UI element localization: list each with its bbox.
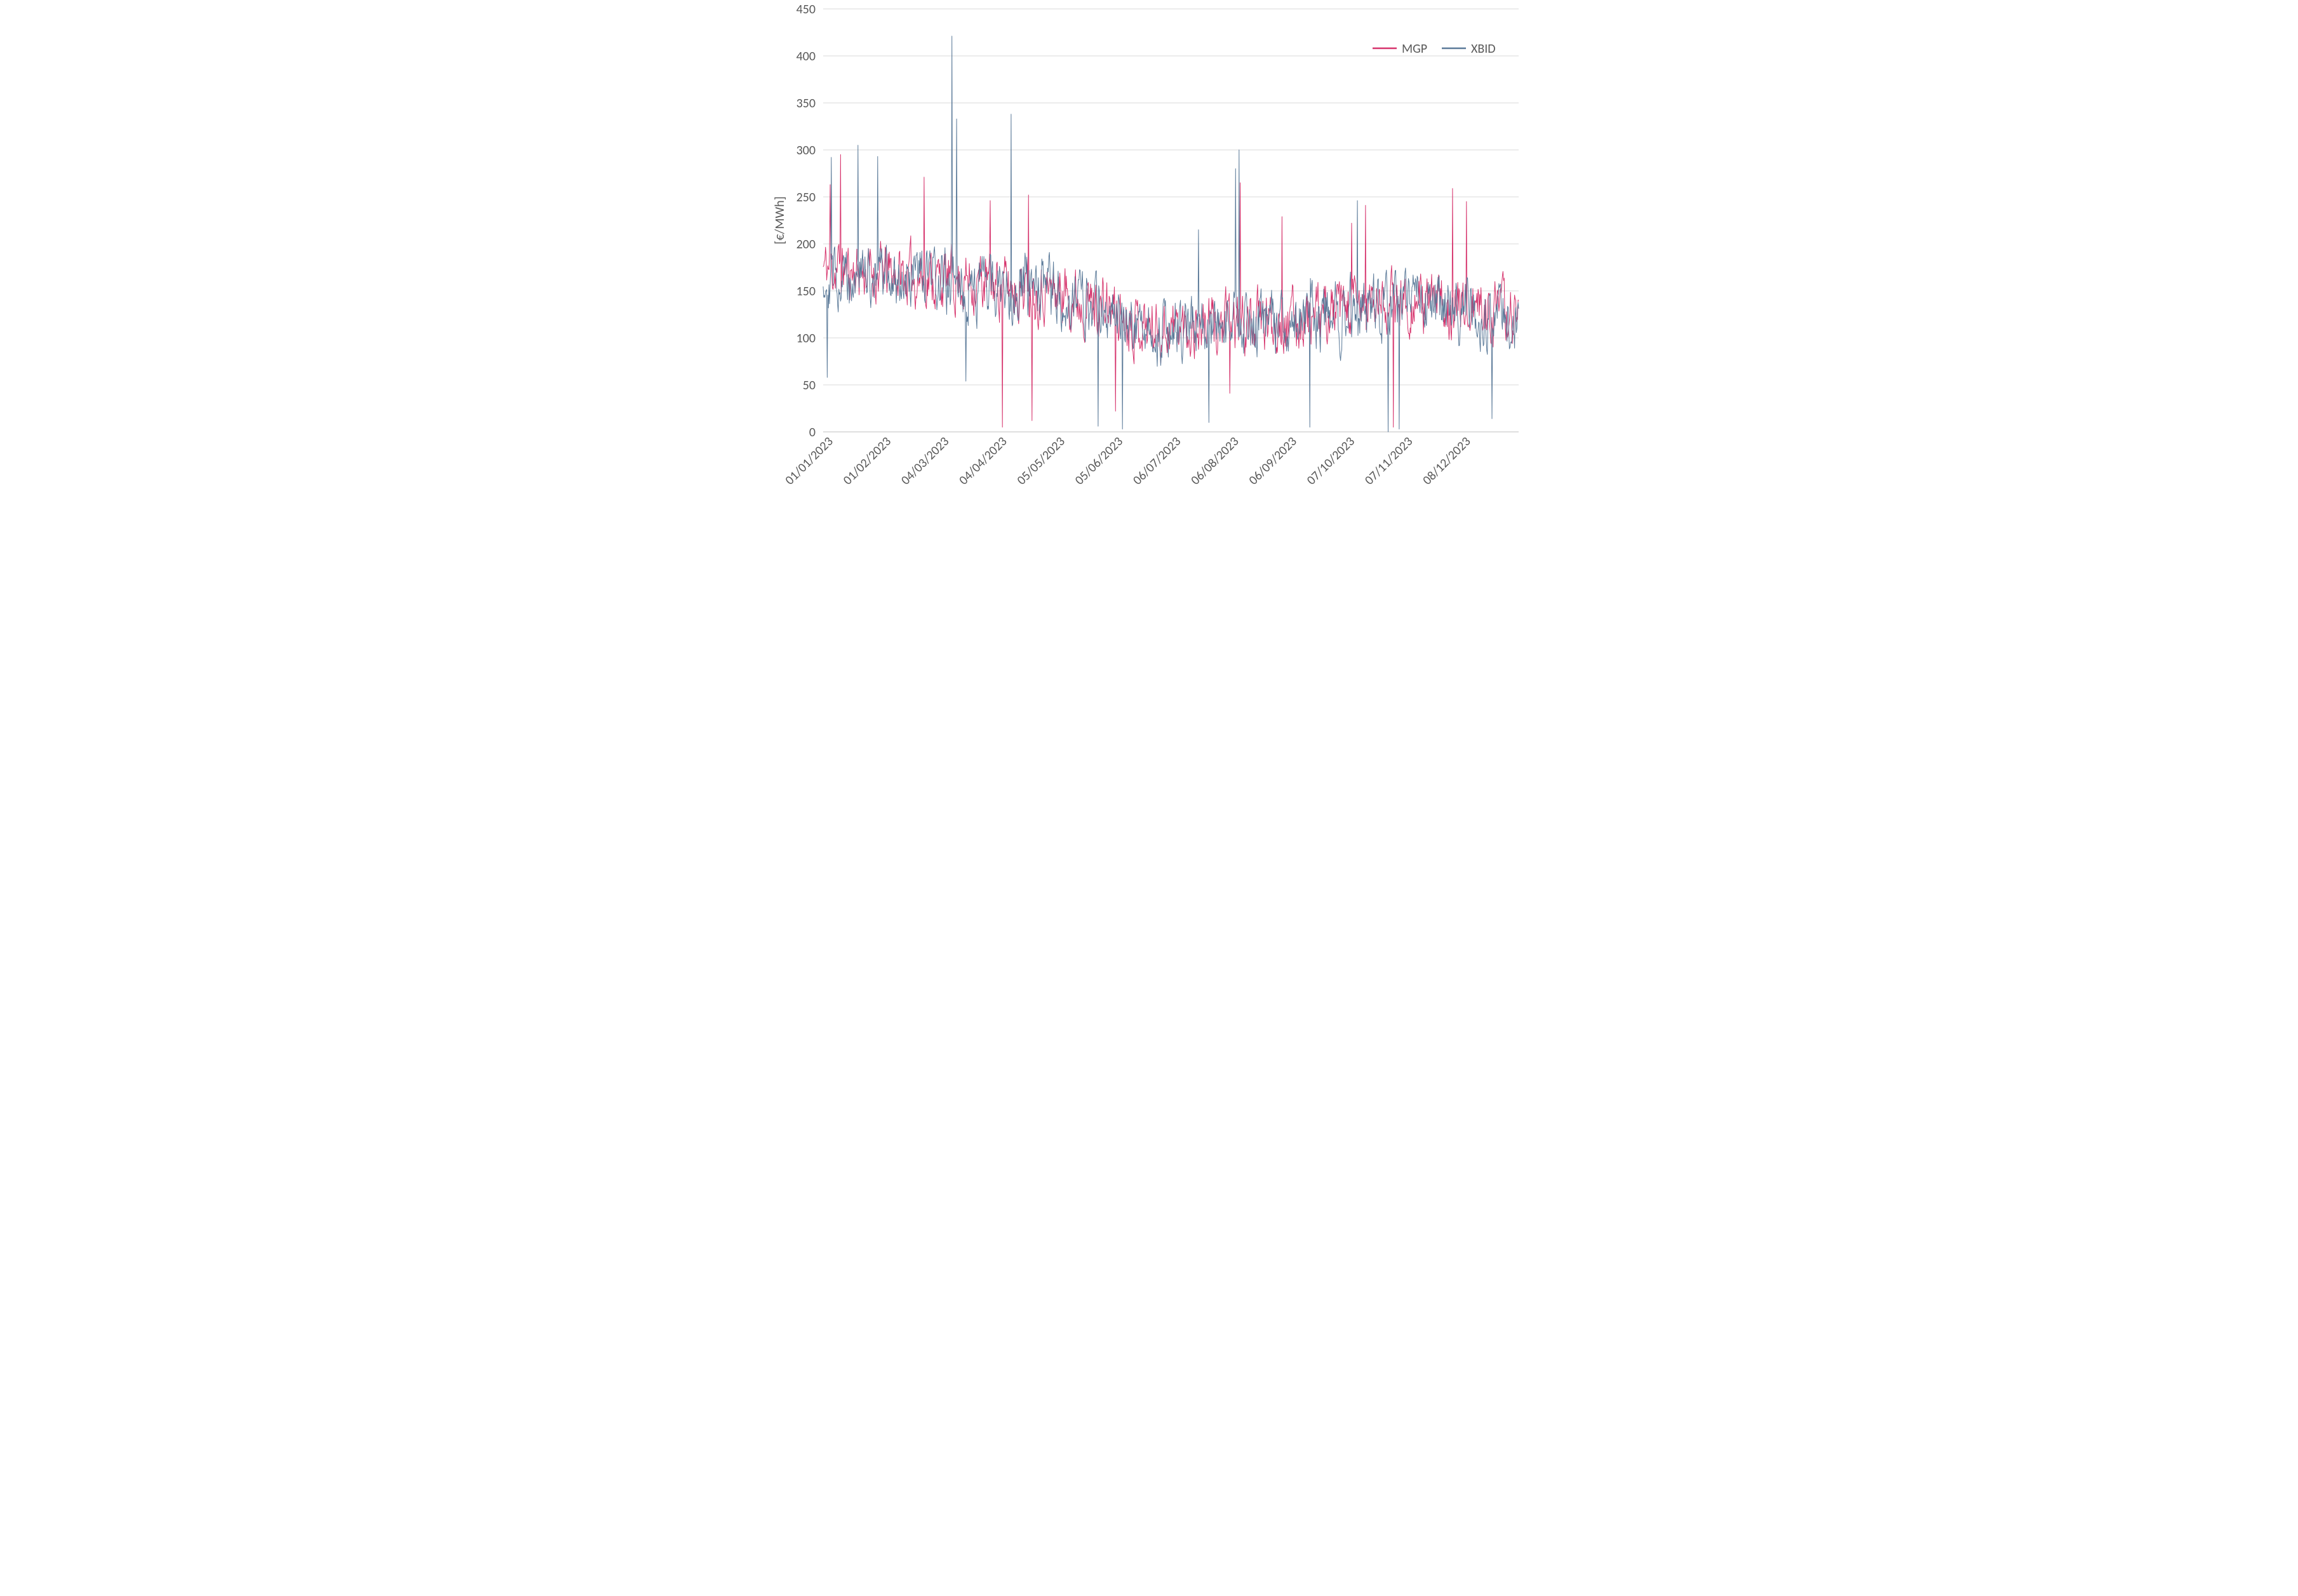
- legend-label: XBID: [1471, 41, 1496, 57]
- y-tick-label: 250: [796, 190, 816, 205]
- y-tick-label: 0: [809, 425, 816, 440]
- y-tick-label: 200: [796, 237, 816, 252]
- y-axis-label: [€/MWh]: [772, 196, 788, 245]
- y-tick-label: 50: [803, 378, 816, 393]
- legend-label: MGP: [1402, 41, 1427, 57]
- y-tick-label: 350: [796, 96, 816, 111]
- y-tick-label: 100: [796, 331, 816, 346]
- y-tick-label: 450: [796, 2, 816, 17]
- y-tick-label: 150: [796, 284, 816, 299]
- price-chart: 050100150200250300350400450[€/MWh]01/01/…: [766, 0, 1532, 532]
- y-tick-label: 300: [796, 143, 816, 158]
- y-tick-label: 400: [796, 49, 816, 64]
- chart-svg: 050100150200250300350400450[€/MWh]01/01/…: [766, 0, 1532, 532]
